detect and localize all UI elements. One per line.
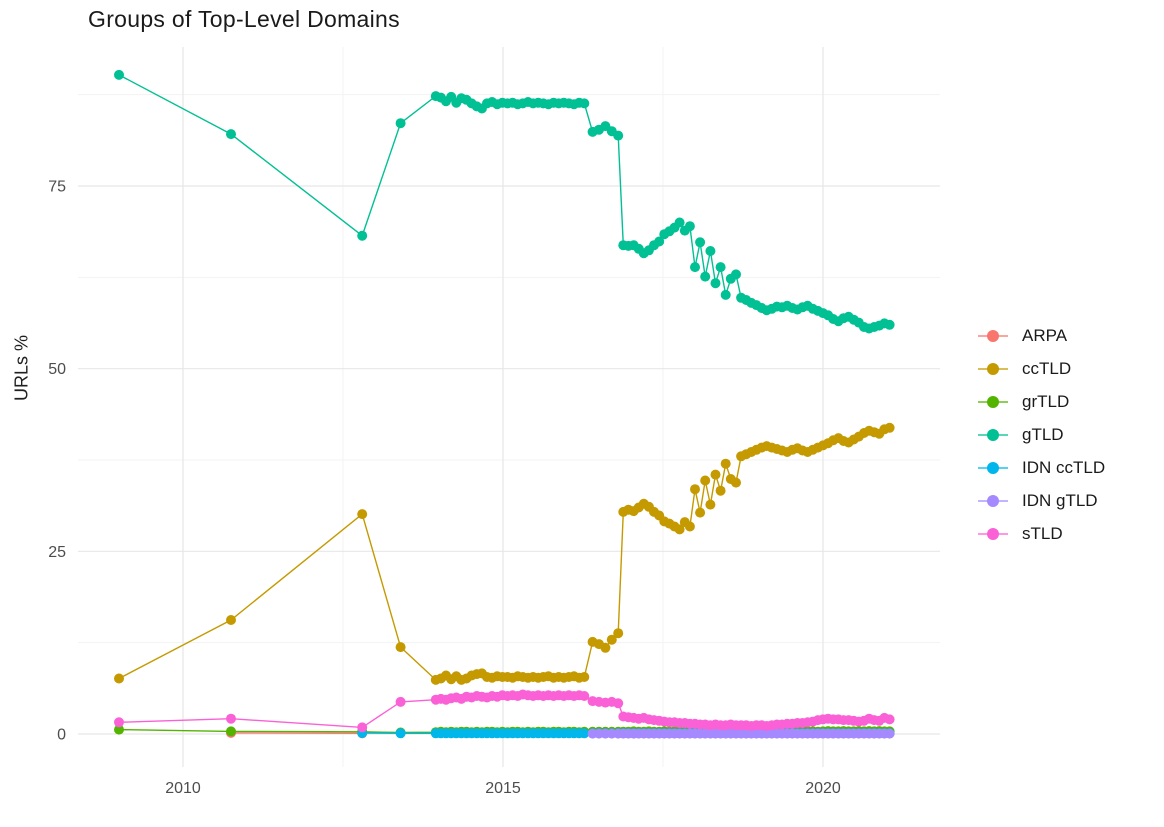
series-line-gtld — [118, 74, 890, 330]
legend-item-cctld: ccTLD — [978, 357, 1105, 380]
legend-key-icon — [978, 522, 1008, 545]
data-point — [715, 262, 726, 273]
y-tick-label: 50 — [48, 361, 66, 378]
data-point — [884, 714, 895, 725]
data-point — [700, 475, 711, 486]
legend-key-icon — [978, 456, 1008, 479]
chart-title: Groups of Top-Level Domains — [88, 6, 400, 32]
legend-item-arpa: ARPA — [978, 324, 1105, 347]
data-point — [720, 458, 731, 469]
data-point — [710, 469, 721, 480]
legend-label: gTLD — [1022, 424, 1064, 444]
legend-item-stld: sTLD — [978, 522, 1105, 545]
data-point — [226, 726, 236, 737]
data-point — [613, 698, 624, 709]
legend-label: IDN gTLD — [1022, 490, 1098, 510]
data-point — [226, 129, 236, 140]
data-point — [613, 130, 624, 141]
data-point — [114, 69, 124, 80]
series-points-cctld — [114, 422, 895, 685]
data-point — [715, 485, 726, 496]
data-point — [226, 615, 236, 625]
x-tick-label: 2020 — [805, 780, 841, 797]
legend-label: ccTLD — [1022, 358, 1072, 378]
legend-label: IDN ccTLD — [1022, 457, 1106, 477]
data-point — [613, 628, 624, 639]
legend-item-gtld: gTLD — [978, 423, 1105, 446]
data-point — [695, 237, 706, 248]
series-line-cctld — [118, 427, 890, 681]
data-point — [684, 521, 695, 532]
data-point — [579, 672, 590, 682]
data-point — [674, 217, 685, 228]
data-point — [357, 230, 368, 241]
data-point — [114, 717, 124, 728]
data-point — [395, 118, 406, 129]
data-point — [690, 484, 700, 495]
series-points-stld — [114, 689, 895, 733]
data-point — [695, 507, 706, 518]
data-point — [705, 499, 716, 510]
data-point — [579, 728, 590, 739]
y-tick-label: 25 — [48, 544, 66, 561]
data-point — [884, 422, 895, 433]
legend-label: sTLD — [1022, 523, 1063, 543]
data-point — [684, 221, 695, 232]
series-points-idn-gtld — [587, 728, 895, 739]
legend-key-icon — [978, 390, 1008, 413]
legend-item-idn-cctld: IDN ccTLD — [978, 456, 1105, 479]
data-point — [395, 642, 406, 653]
data-point — [357, 722, 368, 733]
data-point — [690, 262, 700, 273]
legend-key-icon — [978, 357, 1008, 380]
data-point — [395, 696, 406, 707]
data-point — [884, 319, 895, 330]
data-point — [606, 634, 617, 645]
legend: ARPA ccTLD grTLD gTLD IDN ccTLD IDN gTLD sTLD — [978, 324, 1105, 555]
legend-label: ARPA — [1022, 325, 1068, 345]
x-tick-label: 2015 — [485, 780, 521, 797]
data-point — [579, 691, 590, 701]
data-point — [705, 246, 716, 256]
y-tick-label: 0 — [57, 727, 66, 744]
data-point — [674, 524, 685, 535]
data-point — [731, 269, 741, 280]
legend-label: grTLD — [1022, 391, 1070, 411]
data-point — [884, 728, 895, 739]
legend-key-icon — [978, 489, 1008, 512]
data-point — [731, 477, 741, 488]
data-point — [710, 278, 721, 289]
data-point — [700, 271, 711, 282]
data-point — [600, 642, 611, 653]
data-point — [579, 98, 590, 109]
series-points-gtld — [114, 69, 895, 334]
data-point — [357, 509, 368, 520]
data-point — [720, 289, 731, 300]
data-point — [395, 728, 406, 739]
data-point — [114, 673, 124, 684]
x-tick-label: 2010 — [165, 780, 201, 797]
legend-key-icon — [978, 423, 1008, 446]
data-point — [114, 724, 124, 735]
legend-key-icon — [978, 324, 1008, 347]
data-point — [226, 713, 236, 724]
data-point — [654, 236, 665, 247]
y-tick-label: 75 — [48, 178, 66, 195]
legend-item-idn-gtld: IDN gTLD — [978, 489, 1105, 512]
legend-item-grtld: grTLD — [978, 390, 1105, 413]
